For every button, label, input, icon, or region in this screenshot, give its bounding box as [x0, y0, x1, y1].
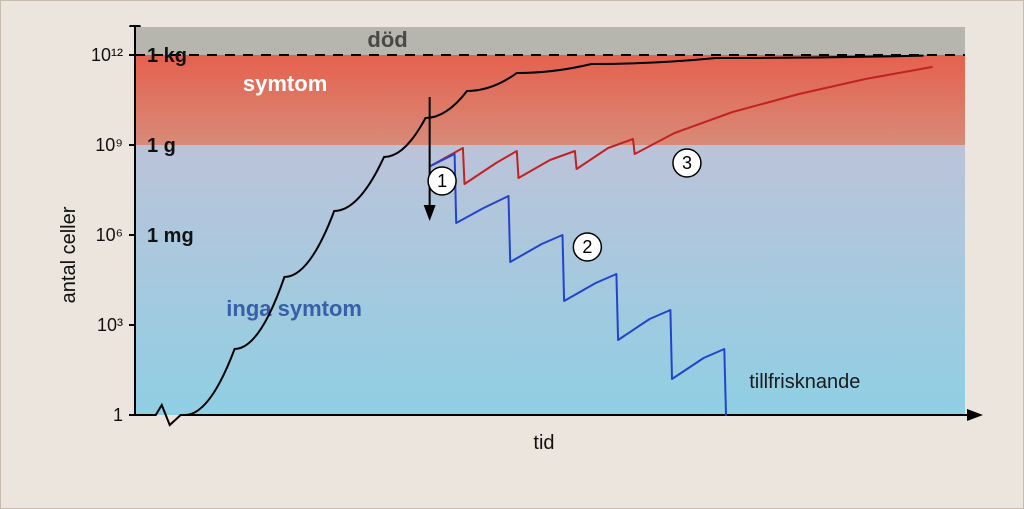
marker-label-2: 2 [582, 237, 592, 257]
death-label: död [367, 27, 407, 52]
marker-label-1: 1 [437, 171, 447, 191]
ytick-label: 10⁶ [96, 225, 123, 245]
symptom-label: symtom [243, 71, 327, 96]
mass-label: 1 g [147, 135, 176, 157]
cell-count-chart: antal celler död symtom inga symtom tillfri… [25, 25, 999, 484]
chart-svg: död symtom inga symtom tillfrisknande 1 10³ 10… [25, 25, 1001, 486]
x-axis-label: tid [533, 432, 554, 454]
marker-label-3: 3 [682, 153, 692, 173]
ytick-label: 10¹² [91, 45, 123, 65]
y-axis-label: antal celler [58, 206, 81, 303]
mass-label: 1 mg [147, 225, 194, 247]
mass-label: 1 kg [147, 45, 187, 67]
recover-label: tillfrisknande [749, 371, 860, 393]
ytick-label: 10⁹ [95, 135, 123, 155]
ytick-label: 10³ [97, 315, 123, 335]
no-symptom-label: inga symtom [226, 296, 362, 321]
ytick-label: 1 [113, 405, 123, 425]
